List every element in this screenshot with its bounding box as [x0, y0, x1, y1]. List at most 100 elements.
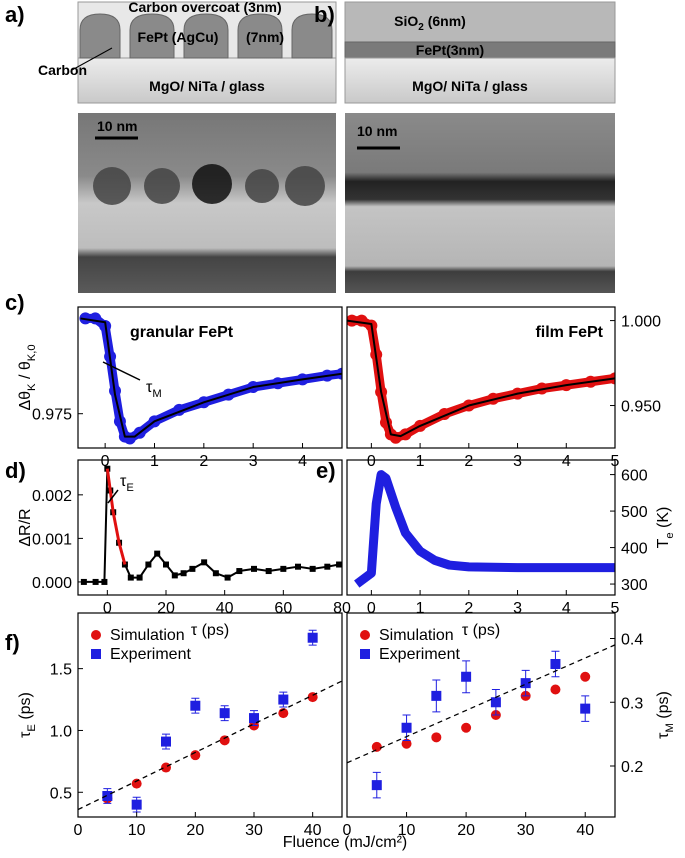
data-point	[131, 778, 142, 789]
panel-label: f)	[5, 630, 20, 655]
chart-title: granular FePt	[130, 324, 234, 341]
schematic-label: Carbon overcoat (3nm)	[128, 0, 281, 15]
schematic-a: Carbon overcoat (3nm) FePt (AgCu) (7nm) …	[38, 0, 337, 104]
y-tick-label: 0.5	[50, 785, 72, 802]
x-tick-label: 30	[517, 822, 535, 839]
label-part: 2	[418, 22, 424, 33]
plot-frame	[77, 612, 343, 818]
x-tick-label: 2	[199, 453, 208, 470]
data-point	[171, 572, 178, 579]
x-tick-label: 3	[249, 453, 258, 470]
panel-label: c)	[5, 290, 25, 315]
y-axis-label: ΔθK / θK,0	[17, 344, 38, 410]
series-line	[78, 680, 342, 811]
plot-frame	[77, 306, 343, 449]
data-point	[131, 799, 142, 810]
data-point	[295, 563, 301, 570]
plot-area	[347, 314, 615, 444]
tem-a: 10 nm	[78, 113, 336, 293]
label-part: E	[26, 724, 38, 731]
data-point	[461, 671, 472, 682]
x-tick-label: 0	[103, 600, 112, 617]
scale-bar-label: 10 nm	[97, 118, 137, 134]
annotation: τE	[120, 473, 134, 494]
schematic-label: (7nm)	[246, 29, 284, 45]
x-axis-label: τ (ps)	[191, 622, 229, 639]
x-tick-label: 1	[416, 600, 425, 617]
x-tick-label: 10	[128, 822, 146, 839]
plot-area	[78, 629, 342, 813]
data-point	[431, 732, 442, 743]
x-tick-label: 30	[245, 822, 263, 839]
y-tick-label: 1.5	[50, 662, 72, 679]
x-tick-label: 40	[216, 600, 234, 617]
data-point	[249, 713, 259, 724]
data-point	[431, 690, 442, 701]
x-tick-label: 20	[157, 600, 175, 617]
data-point	[520, 678, 531, 689]
schematic-b: SiO2 (6nm) FePt(3nm) MgO/ NiTa / glass	[344, 1, 616, 104]
data-point	[336, 561, 342, 568]
legend-label: Simulation	[379, 627, 454, 644]
y-axis-label: τE (ps)	[17, 692, 38, 738]
data-point	[401, 738, 412, 749]
legend-marker	[360, 649, 370, 659]
x-tick-label: 0	[343, 822, 352, 839]
y-tick-label: 0.000	[32, 575, 72, 592]
data-point	[190, 750, 201, 761]
data-point	[236, 568, 243, 575]
data-point	[251, 565, 257, 572]
x-tick-label: 20	[186, 822, 204, 839]
label-part: M	[152, 388, 161, 400]
data-point	[163, 561, 169, 568]
data-point	[580, 703, 591, 714]
data-point	[136, 574, 143, 581]
y-tick-label: 400	[621, 541, 648, 558]
y-tick-label: 500	[621, 504, 648, 521]
tem-b: 10 nm	[345, 113, 615, 293]
label-part: τ	[17, 731, 34, 738]
schematic-label: Carbon	[38, 62, 87, 78]
data-point	[461, 722, 472, 733]
schematic-label: MgO/ NiTa / glass	[149, 78, 265, 94]
data-point	[371, 741, 382, 752]
legend-marker	[360, 630, 370, 640]
x-tick-label: 40	[304, 822, 322, 839]
legend-label: Experiment	[110, 646, 191, 663]
data-point	[379, 416, 392, 429]
data-point	[224, 574, 231, 581]
legend-label: Simulation	[110, 627, 185, 644]
data-point	[580, 671, 591, 682]
x-tick-label: 3	[513, 453, 522, 470]
y-tick-label: 600	[621, 468, 648, 485]
legend-marker	[91, 630, 101, 640]
y-tick-label: 0.002	[32, 488, 72, 505]
y-tick-label: 1.000	[621, 314, 661, 331]
data-point	[324, 563, 331, 570]
series-line	[105, 468, 127, 565]
y-tick-label: 0.950	[621, 399, 661, 416]
x-tick-label: 1	[150, 453, 159, 470]
data-point	[189, 565, 196, 572]
plot-frame	[346, 612, 616, 818]
data-point	[145, 561, 152, 568]
x-tick-label: 0	[74, 822, 83, 839]
plot-area	[354, 470, 615, 588]
label-part: (ps)	[17, 692, 34, 724]
legend-label: Experiment	[379, 646, 460, 663]
annotation-pointer	[107, 489, 119, 504]
series-line	[347, 644, 615, 764]
label-part: τ	[655, 732, 672, 739]
schematic-label: MgO/ NiTa / glass	[412, 78, 528, 94]
x-tick-label: 2	[464, 600, 473, 617]
plot-frame	[77, 459, 343, 596]
label-part: T	[655, 538, 672, 548]
x-tick-label: 4	[298, 453, 307, 470]
data-point	[154, 550, 161, 557]
label-part: (6nm)	[424, 13, 466, 29]
label-part: K,0	[26, 344, 38, 361]
x-tick-label: 40	[576, 822, 594, 839]
x-tick-label: 4	[562, 600, 571, 617]
data-point	[280, 565, 287, 572]
